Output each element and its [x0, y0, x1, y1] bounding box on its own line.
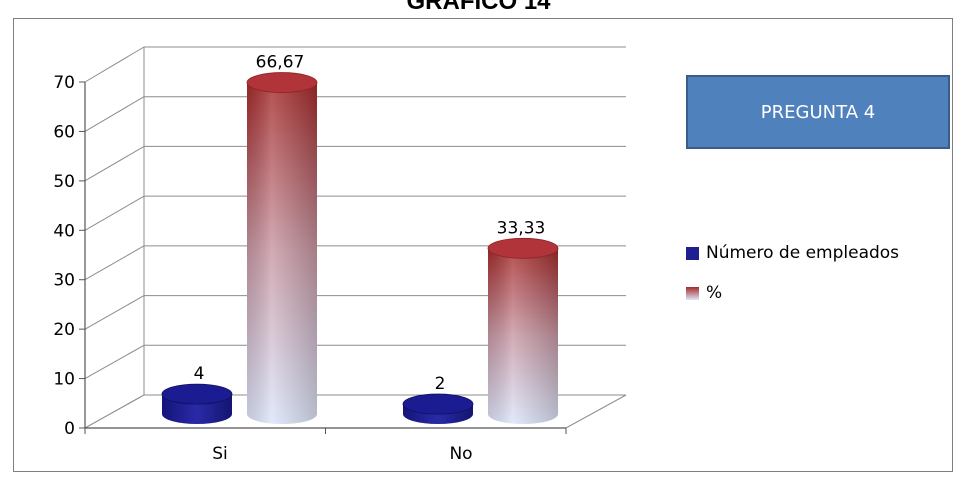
gridline-wall: [84, 344, 145, 380]
bar-percent-Si: [246, 72, 318, 424]
gridline-wall: [84, 46, 145, 83]
y-tick-label: 60: [53, 122, 75, 142]
cylinder-shading: [247, 82, 317, 424]
bar-numero-No: [402, 393, 474, 424]
y-tick-label: 20: [53, 320, 75, 340]
legend-swatch-numero: [686, 246, 699, 260]
legend-label-percent: %: [706, 283, 723, 303]
data-label: 2: [435, 374, 446, 394]
cylinder-top: [487, 237, 559, 259]
legend-item-percent: %: [686, 281, 899, 305]
y-tick-label: 10: [53, 370, 75, 390]
y-tick-label: 30: [53, 271, 75, 291]
cylinder-top: [161, 383, 233, 405]
cylinder-top: [402, 393, 474, 415]
y-tick-label: 40: [53, 221, 75, 241]
legend-item-numero: Número de empleados: [686, 241, 899, 265]
legend: Número de empleados %: [686, 241, 899, 321]
bar-numero-Si: [161, 383, 233, 424]
cylinder-shading: [488, 248, 558, 424]
gridline-wall: [84, 295, 145, 330]
bar-percent-No: [487, 237, 559, 424]
data-label: 4: [194, 364, 205, 384]
legend-label-numero: Número de empleados: [706, 243, 900, 263]
gridline-wall: [84, 195, 145, 231]
gridline-wall: [84, 145, 145, 182]
chart-area: 0 10 20 30 40 50 60 70 4 66,67 Si 2 33,33 No PREGUNTA…: [13, 18, 953, 472]
gridline-wall: [84, 245, 145, 281]
y-tick-label: 0: [64, 419, 75, 439]
gridline-wall: [84, 96, 145, 132]
legend-swatch-percent: [686, 286, 699, 300]
y-tick-label: 70: [53, 73, 75, 93]
chart-title-box: PREGUNTA 4: [686, 75, 950, 149]
cylinder-bar-chart: 0 10 20 30 40 50 60 70 4 66,67 Si 2 33,33 No: [53, 46, 627, 464]
data-label: 66,67: [256, 53, 305, 73]
cylinder-top: [246, 72, 318, 93]
y-tick-label: 50: [53, 172, 75, 192]
x-tick-label: No: [449, 444, 472, 464]
page-title: GRAFICO 14: [406, 0, 551, 15]
x-tick-label: Si: [212, 444, 228, 464]
data-label: 33,33: [497, 218, 546, 238]
